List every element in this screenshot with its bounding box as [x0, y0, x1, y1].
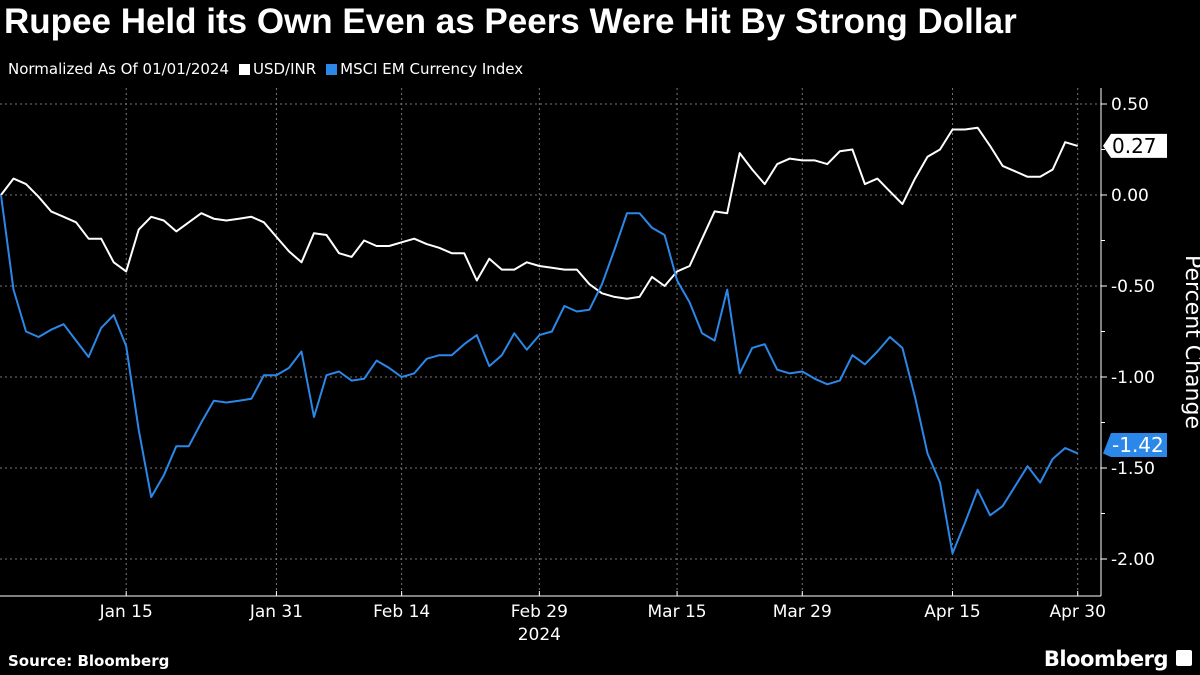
x-tick-label: Mar 29: [773, 602, 832, 622]
x-tick-label: Apr 15: [924, 602, 980, 622]
y-tick-label: -1.50: [1111, 459, 1155, 479]
msci-em-line: [0, 194, 1079, 555]
y-tick-label: -1.00: [1111, 368, 1155, 388]
x-axis-year-label: 2024: [518, 625, 561, 645]
source-note: Source: Bloomberg: [8, 652, 170, 670]
msci-last-value-badge: -1.42: [1103, 433, 1167, 457]
y-tick-label: -2.00: [1111, 550, 1155, 570]
usdinr-line: [0, 126, 1078, 300]
y-tick-label: -0.50: [1111, 277, 1155, 297]
legend-item-usdinr: USD/INR: [239, 60, 316, 78]
badge-shape: [1103, 433, 1167, 457]
legend-label: MSCI EM Currency Index: [340, 60, 524, 78]
subtitle: Normalized As Of 01/01/2024: [8, 60, 229, 78]
legend-swatch-blue: [326, 64, 338, 75]
x-tick-label: Jan 31: [249, 602, 303, 622]
last-value-label: 0.27: [1112, 134, 1157, 158]
legend-item-msci: MSCI EM Currency Index: [326, 60, 523, 78]
bloomberg-chart-icon: [1176, 650, 1192, 666]
x-tick-label: Apr 30: [1049, 602, 1105, 622]
y-tick-label: 0.50: [1111, 95, 1149, 115]
legend-swatch-white: [239, 64, 250, 75]
chart-title: Rupee Held its Own Even as Peers Were Hi…: [4, 2, 1017, 41]
bloomberg-logo: Bloomberg: [1043, 647, 1169, 671]
last-value-label: -1.42: [1112, 433, 1164, 457]
x-tick-label: Jan 15: [99, 602, 153, 622]
legend: Normalized As Of 01/01/2024 USD/INR MSCI…: [8, 60, 523, 78]
legend-label: USD/INR: [253, 60, 317, 78]
x-tick-label: Feb 14: [373, 602, 430, 622]
usdinr-last-value-badge: 0.27: [1103, 133, 1167, 158]
y-axis-title: Percent Change: [1180, 255, 1200, 429]
y-tick-label: 0.00: [1111, 186, 1149, 206]
badge-shape: [1103, 133, 1167, 158]
x-tick-label: Mar 15: [648, 602, 707, 622]
x-tick-label: Feb 29: [511, 602, 568, 622]
